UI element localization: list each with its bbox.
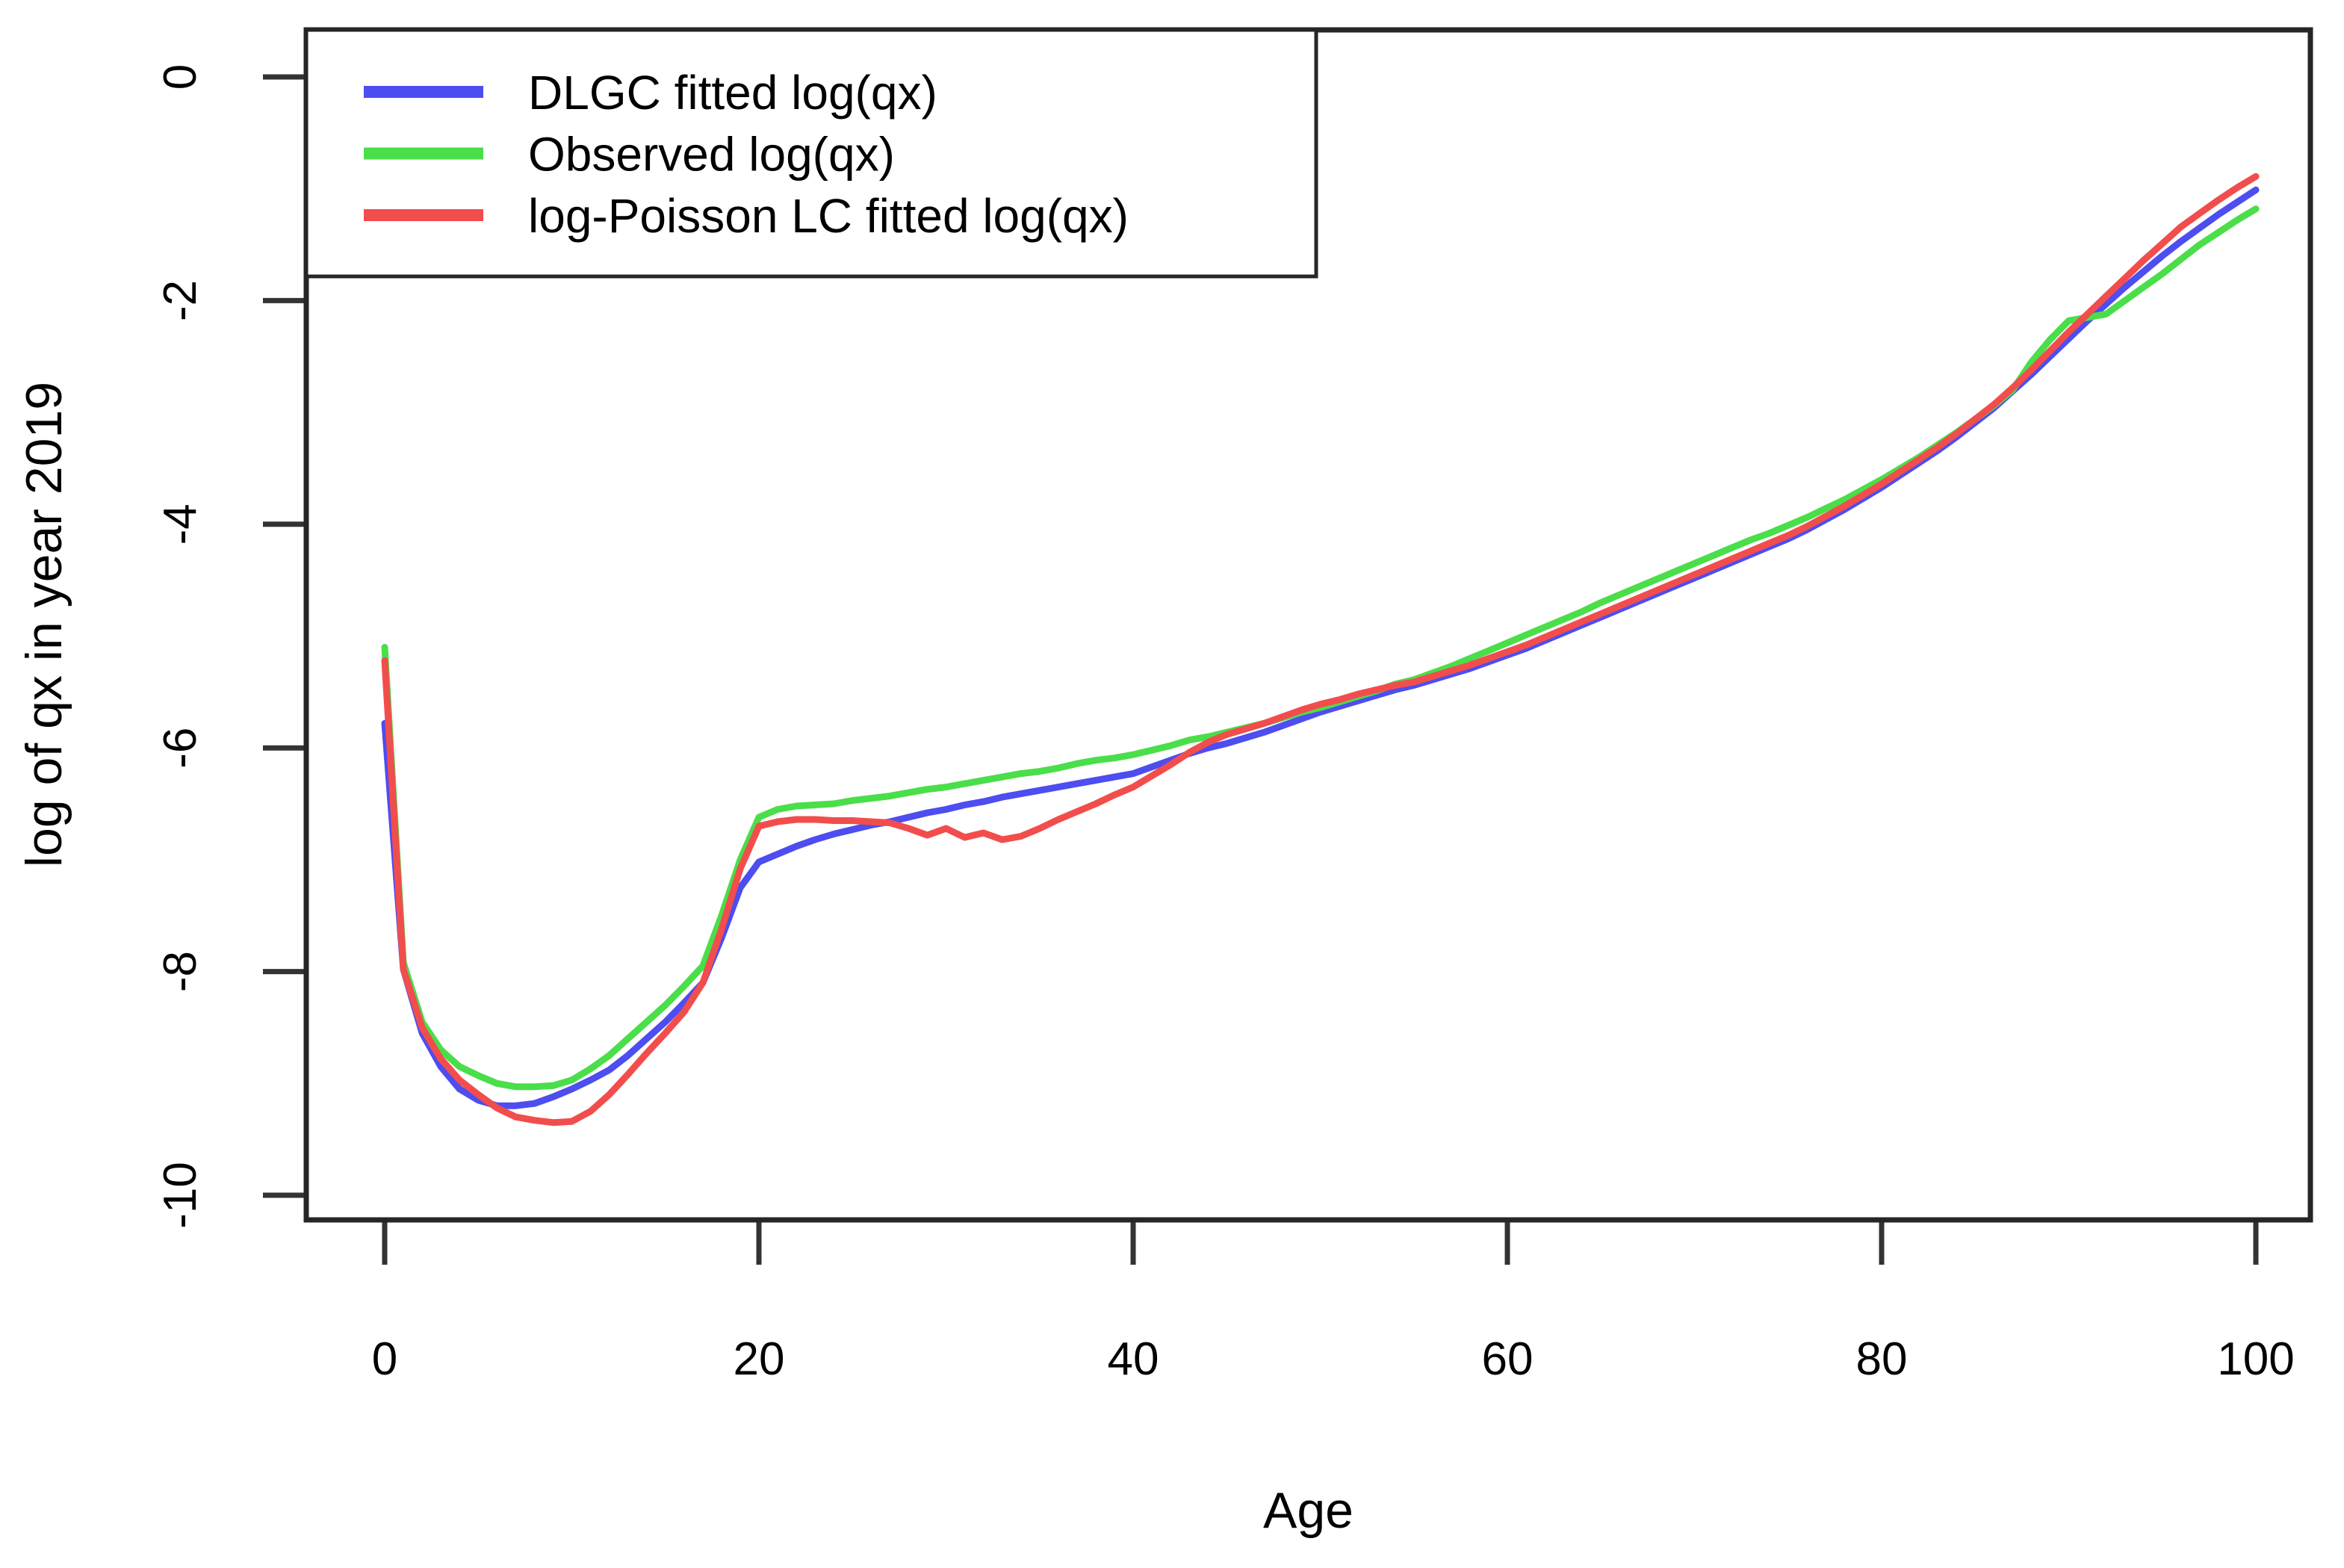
x-tick-label: 100 xyxy=(2217,1333,2294,1385)
series-line xyxy=(381,186,2260,1109)
x-axis: 0 20 40 60 80 100 xyxy=(372,1220,2295,1385)
series-line xyxy=(381,173,2260,1127)
y-tick-label: -2 xyxy=(155,280,206,321)
series-line xyxy=(381,205,2260,1091)
x-axis-title: Age xyxy=(1263,1482,1354,1539)
y-axis-title: log of qx in year 2019 xyxy=(16,382,72,867)
x-tick-label: 20 xyxy=(734,1333,785,1385)
x-tick-label: 60 xyxy=(1482,1333,1534,1385)
y-axis: 0 -2 -4 -6 -8 -10 xyxy=(155,64,306,1229)
legend-label: Observed log(qx) xyxy=(528,128,895,182)
y-tick-label: -4 xyxy=(155,503,206,545)
y-tick-label: -8 xyxy=(155,951,206,992)
y-tick-label: -6 xyxy=(155,728,206,769)
legend-label: DLGC fitted log(qx) xyxy=(528,66,937,120)
x-tick-label: 80 xyxy=(1856,1333,1908,1385)
x-tick-label: 40 xyxy=(1108,1333,1159,1385)
y-tick-label: -10 xyxy=(155,1162,206,1229)
y-tick-label: 0 xyxy=(155,64,206,90)
x-tick-label: 0 xyxy=(372,1333,397,1385)
series-lines xyxy=(381,173,2260,1127)
legend: DLGC fitted log(qx) Observed log(qx) log-P… xyxy=(304,28,1318,279)
legend-label: log-Poisson LC fitted log(qx) xyxy=(528,189,1129,243)
